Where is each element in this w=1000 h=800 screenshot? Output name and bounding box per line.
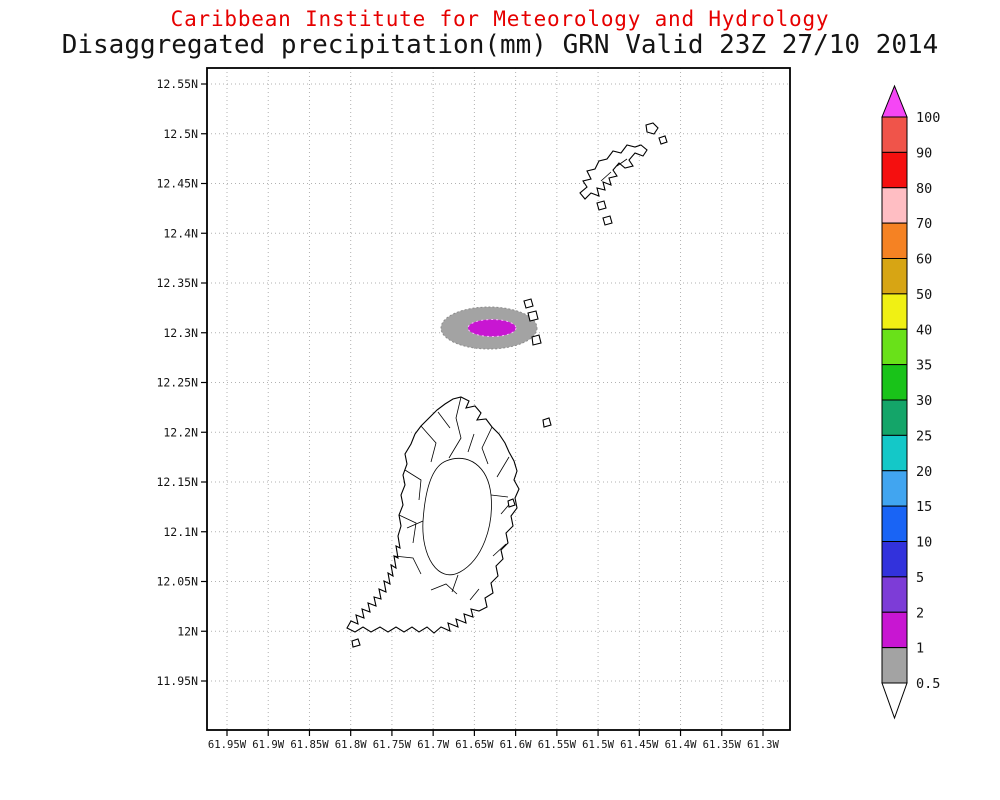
colorbar-tick-label: 15 [916, 499, 932, 515]
colorbar-segment [881, 399, 908, 436]
x-axis-tick-label: 61.45W [620, 739, 659, 751]
x-axis-tick-label: 61.85W [290, 739, 329, 751]
x-axis-tick-label: 61.4W [665, 739, 698, 751]
islet [602, 215, 613, 226]
precipitation-layer [440, 306, 538, 350]
x-axis-tick-label: 61.75W [373, 739, 412, 751]
x-axis-tick-label: 61.8W [335, 739, 368, 751]
coastline-layer [346, 122, 668, 648]
colorbar-tick-label: 0.5 [916, 676, 940, 692]
colorbar-tick-label: 90 [916, 145, 932, 161]
islet [507, 498, 516, 508]
x-axis-tick-label: 61.7W [417, 739, 450, 751]
colorbar-tick-label: 80 [916, 181, 932, 197]
colorbar-segment [881, 151, 908, 189]
x-axis-tick-label: 61.55W [538, 739, 577, 751]
carriacou-island [579, 144, 648, 200]
y-axis-tick-label: 12N [177, 624, 198, 638]
colorbar-segment [881, 611, 908, 649]
y-axis-tick-label: 12.35N [156, 276, 198, 290]
colorbar-segment [881, 470, 908, 507]
y-axis-tick-label: 12.2N [163, 425, 198, 439]
x-axis-tick-label: 61.6W [500, 739, 533, 751]
y-axis-tick-label: 12.15N [156, 475, 198, 489]
institute-title: Caribbean Institute for Meteorology and … [170, 7, 830, 31]
islet [596, 200, 607, 211]
colorbar-segment [881, 258, 908, 295]
colorbar-segment [881, 434, 908, 472]
grenada-island [346, 396, 520, 634]
x-axis-tick-label: 61.3W [747, 739, 780, 751]
x-axis-tick-label: 61.9W [252, 739, 285, 751]
x-axis-tick-label: 61.35W [703, 739, 742, 751]
colorbar-tick-label: 30 [916, 393, 932, 409]
x-axis-tick-label: 61.5W [582, 739, 615, 751]
colorbar-arrow-top [881, 84, 908, 118]
y-axis-tick-label: 11.95N [156, 674, 198, 688]
islet [351, 638, 361, 648]
colorbar-segment [881, 647, 908, 684]
colorbar-arrow-bottom [881, 682, 908, 720]
colorbar-tick-label: 60 [916, 252, 932, 268]
colorbar-tick-label: 20 [916, 464, 932, 480]
axis-labels: 12.55N 12.5N 12.45N 12.4N 12.35N 12.3N 12.25N 1… [156, 77, 779, 751]
colorbar-tick-label: 1 [916, 641, 924, 657]
petite-martinique-island [645, 122, 659, 135]
colorbar-tick-label: 40 [916, 322, 932, 338]
colorbar-tick-label: 50 [916, 287, 932, 303]
islet [527, 310, 539, 322]
colorbar-tick-label: 35 [916, 358, 932, 374]
y-axis-tick-label: 12.55N [156, 77, 198, 91]
colorbar-legend: 100 90 80 70 60 50 40 35 30 25 20 15 10 5 2 1 0.5 [881, 84, 940, 720]
colorbar-segment [881, 293, 908, 330]
x-axis-tick-label: 61.65W [455, 739, 494, 751]
colorbar-tick-label: 25 [916, 428, 932, 444]
carriacou-watershed-boundaries [600, 158, 628, 182]
colorbar-segment [881, 187, 908, 224]
y-axis-tick-label: 12.3N [163, 326, 198, 340]
colorbar-tick-label: 10 [916, 535, 932, 551]
plot-title: Disaggregated precipitation(mm) GRN Vali… [61, 30, 939, 60]
gridlines-layer [207, 68, 790, 730]
colorbar-segment [881, 505, 908, 542]
colorbar-segment [881, 116, 908, 153]
islet [531, 334, 542, 346]
colorbar-tick-label: 2 [916, 605, 924, 621]
y-axis-tick-label: 12.4N [163, 226, 198, 240]
y-axis-tick-label: 12.25N [156, 376, 198, 390]
colorbar-segment [881, 328, 908, 366]
y-axis-tick-label: 12.05N [156, 575, 198, 589]
y-axis-tick-label: 12.1N [163, 525, 198, 539]
precip-inner-contour [467, 319, 517, 337]
colorbar-tick-label: 5 [916, 570, 924, 586]
colorbar-segment [881, 364, 908, 401]
colorbar-tick-label: 100 [916, 110, 940, 126]
y-axis-tick-label: 12.5N [163, 127, 198, 141]
colorbar-segment [881, 576, 908, 613]
islet [658, 135, 668, 145]
tick-marks [201, 83, 764, 736]
colorbar-tick-label: 70 [916, 216, 932, 232]
colorbar-segment [881, 222, 908, 259]
islet [542, 417, 552, 428]
y-axis-tick-label: 12.45N [156, 177, 198, 191]
islet [523, 298, 534, 309]
x-axis-tick-label: 61.95W [208, 739, 247, 751]
plot-frame [206, 67, 791, 731]
grenada-watershed-boundaries [393, 396, 514, 601]
colorbar-segment [881, 541, 908, 578]
